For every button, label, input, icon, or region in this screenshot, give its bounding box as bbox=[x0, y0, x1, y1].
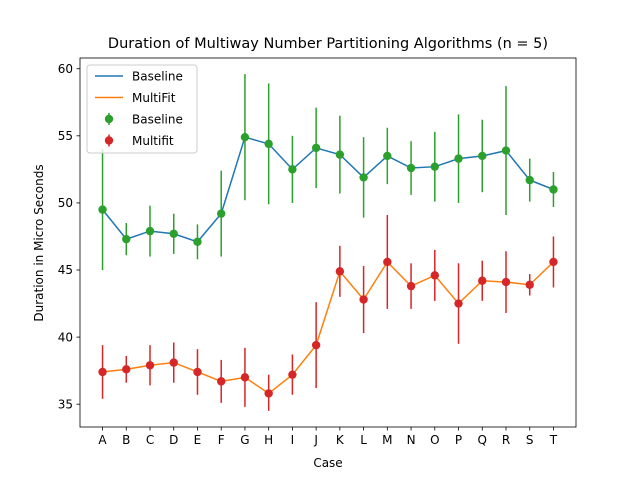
data-point-baseline bbox=[454, 154, 463, 163]
data-point-multifit bbox=[430, 271, 439, 280]
data-point-multifit bbox=[193, 367, 202, 377]
data-point-baseline bbox=[478, 151, 487, 161]
legend: Baseline MultiFit Baseline Multifit bbox=[86, 64, 198, 154]
y-tick-label: 60 bbox=[58, 62, 73, 76]
data-point-baseline bbox=[359, 173, 368, 182]
y-tick-label: 55 bbox=[58, 129, 73, 143]
x-tick-label: S bbox=[526, 433, 534, 447]
y-axis-label: Duration in Micro Seconds bbox=[32, 164, 46, 321]
data-point-baseline bbox=[335, 150, 345, 159]
data-point-baseline bbox=[193, 237, 202, 247]
y-axis: 35 40 45 50 55 60 bbox=[58, 62, 80, 411]
legend-marker-swatch bbox=[104, 136, 114, 145]
x-tick-label: K bbox=[336, 433, 345, 447]
x-tick-label: R bbox=[502, 433, 510, 447]
data-point-baseline bbox=[549, 185, 558, 194]
x-tick-label: P bbox=[455, 433, 462, 447]
data-point-baseline bbox=[406, 163, 416, 173]
x-axis-label: Case bbox=[313, 456, 342, 470]
x-tick-label: M bbox=[382, 433, 392, 447]
chart-title: Duration of Multiway Number Partitioning… bbox=[108, 36, 548, 52]
y-tick-label: 40 bbox=[58, 330, 73, 344]
data-point-multifit bbox=[359, 295, 368, 304]
data-point-multifit bbox=[406, 281, 416, 291]
data-point-baseline bbox=[217, 209, 226, 218]
data-point-multifit bbox=[454, 299, 463, 308]
data-point-multifit bbox=[240, 373, 250, 382]
data-point-baseline bbox=[264, 139, 273, 149]
legend-label: Baseline bbox=[132, 112, 183, 126]
data-point-multifit bbox=[478, 276, 487, 285]
data-point-multifit bbox=[217, 377, 226, 386]
data-point-multifit bbox=[383, 257, 392, 267]
data-point-multifit bbox=[169, 358, 178, 367]
x-tick-label: H bbox=[264, 433, 273, 447]
data-point-baseline bbox=[145, 226, 155, 236]
data-point-baseline bbox=[169, 229, 178, 238]
x-tick-label: F bbox=[218, 433, 225, 447]
data-point-multifit bbox=[525, 280, 534, 289]
data-point-baseline bbox=[311, 143, 321, 153]
data-point-multifit bbox=[122, 365, 131, 374]
x-tick-label: E bbox=[194, 433, 202, 447]
x-tick-label: B bbox=[122, 433, 130, 447]
data-point-multifit bbox=[501, 277, 511, 287]
data-point-multifit bbox=[264, 389, 273, 398]
x-tick-label: T bbox=[549, 433, 558, 447]
legend-marker-swatch bbox=[104, 114, 114, 124]
legend-label: Multifit bbox=[132, 134, 174, 148]
legend-label: Baseline bbox=[132, 69, 183, 83]
legend-box bbox=[86, 64, 198, 154]
data-point-baseline bbox=[122, 234, 131, 244]
x-tick-label: I bbox=[291, 433, 295, 447]
x-tick-label: A bbox=[98, 433, 107, 447]
plot-frame bbox=[79, 57, 577, 428]
y-tick-label: 35 bbox=[58, 397, 73, 411]
x-tick-label: Q bbox=[478, 433, 487, 447]
data-point-multifit bbox=[145, 361, 155, 370]
data-point-multifit bbox=[98, 367, 107, 377]
x-tick-label: C bbox=[146, 433, 154, 447]
data-point-multifit bbox=[335, 267, 345, 276]
data-point-baseline bbox=[98, 205, 107, 214]
x-tick-label: G bbox=[240, 433, 249, 447]
data-point-baseline bbox=[240, 132, 250, 142]
data-point-multifit bbox=[549, 257, 558, 267]
y-tick-label: 45 bbox=[58, 263, 73, 277]
data-point-baseline bbox=[288, 165, 297, 174]
data-point-baseline bbox=[525, 175, 534, 185]
x-tick-label: N bbox=[407, 433, 416, 447]
data-point-multifit bbox=[288, 370, 297, 379]
data-point-baseline bbox=[501, 146, 511, 155]
plot-area bbox=[79, 57, 577, 428]
data-point-multifit bbox=[311, 340, 321, 350]
x-tick-label: J bbox=[313, 433, 318, 447]
x-tick-label: D bbox=[169, 433, 178, 447]
series-line-multifit bbox=[102, 260, 554, 395]
y-tick-label: 50 bbox=[58, 196, 73, 210]
data-point-baseline bbox=[430, 162, 439, 171]
legend-label: MultiFit bbox=[132, 91, 176, 105]
data-point-baseline bbox=[383, 151, 392, 161]
x-tick-label: O bbox=[430, 433, 439, 447]
x-tick-label: L bbox=[360, 433, 367, 447]
